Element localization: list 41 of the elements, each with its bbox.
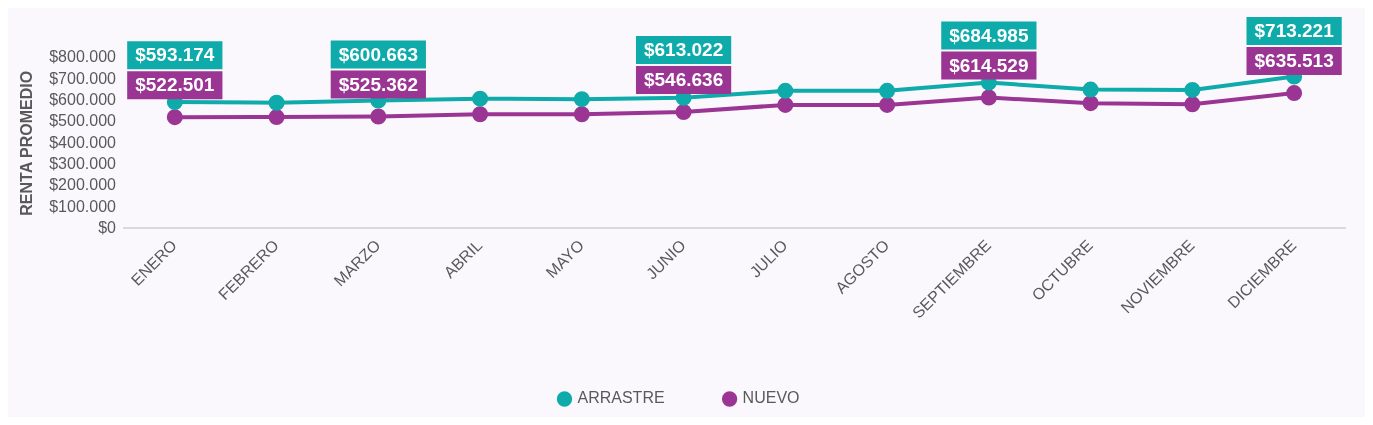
y-tick-label: $300.000: [49, 154, 117, 172]
point: [980, 89, 997, 106]
data-label: $600.663: [338, 43, 418, 65]
point: [879, 82, 896, 99]
data-label: $522.501: [135, 74, 215, 96]
point: [472, 106, 489, 123]
y-axis-title: RENTA PROMEDIO: [18, 70, 36, 216]
y-tick-label: $800.000: [49, 48, 117, 66]
legend-label: NUEVO: [742, 389, 800, 407]
data-label: $713.221: [1254, 20, 1335, 42]
point: [1082, 81, 1099, 98]
point: [1286, 85, 1303, 102]
legend-label: ARRASTRE: [577, 389, 665, 407]
point: [1082, 95, 1099, 112]
data-label: $593.174: [135, 44, 215, 66]
point: [1184, 81, 1201, 98]
point: [1184, 96, 1201, 113]
data-label: $684.985: [949, 24, 1029, 46]
point: [166, 109, 183, 126]
y-tick-label: $600.000: [49, 91, 117, 109]
point: [268, 94, 285, 111]
point: [879, 96, 896, 113]
data-label: $613.022: [643, 39, 724, 61]
data-label: $614.529: [949, 54, 1029, 76]
point: [472, 90, 489, 107]
y-tick-label: $500.000: [49, 112, 117, 130]
point: [675, 104, 692, 120]
data-label: $635.513: [1254, 50, 1334, 72]
point: [370, 108, 387, 125]
y-tick-label: $200.000: [49, 176, 117, 194]
data-label: $525.362: [338, 73, 418, 95]
y-tick-label: $100.000: [49, 197, 117, 215]
y-tick-label: $0: [98, 218, 117, 236]
y-tick-label: $700.000: [49, 69, 117, 87]
point: [777, 96, 794, 113]
y-tick-label: $400.000: [49, 133, 117, 151]
point: [777, 82, 794, 99]
point: [573, 106, 590, 123]
point: [573, 91, 590, 108]
point: [268, 109, 285, 126]
data-label: $546.636: [643, 69, 724, 91]
